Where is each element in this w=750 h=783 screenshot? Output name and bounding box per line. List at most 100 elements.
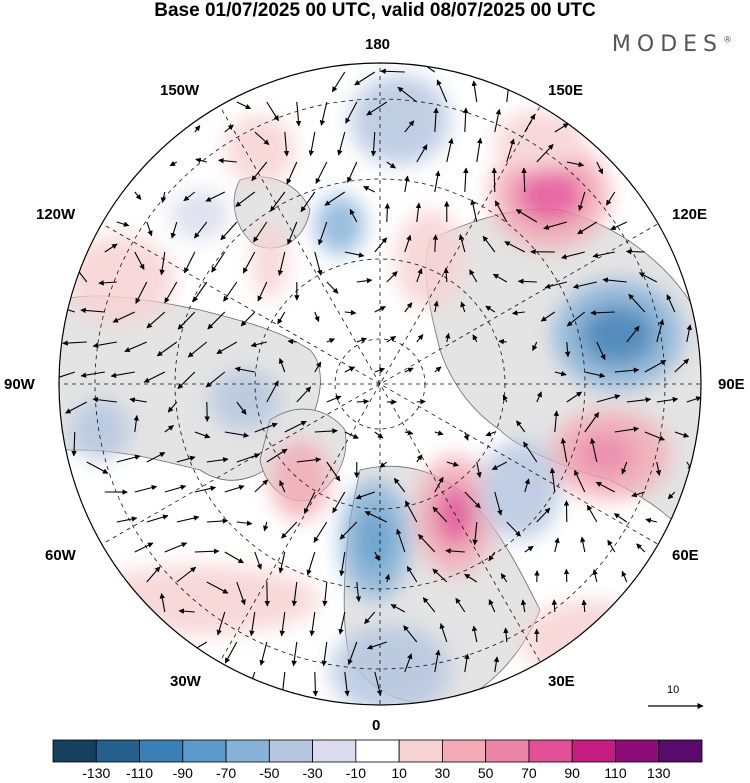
wind-vector	[295, 101, 302, 127]
wind-vector	[326, 281, 339, 294]
wind-vector	[344, 251, 365, 258]
wind-vector	[224, 431, 250, 438]
wind-vector	[406, 565, 418, 583]
colorbar-swatch	[95, 739, 140, 763]
wind-vector	[355, 581, 362, 602]
wind-vector	[169, 160, 178, 167]
wind-vector	[502, 394, 508, 403]
wind-vector	[80, 371, 105, 378]
wind-vector	[86, 461, 109, 474]
wind-vector	[524, 478, 530, 493]
wind-vector	[638, 272, 658, 283]
wind-vector	[586, 504, 598, 523]
registered-mark: ®	[723, 35, 732, 46]
wind-vector	[286, 161, 298, 185]
wind-vector	[404, 175, 410, 193]
wind-vector	[605, 191, 616, 206]
wind-vector	[183, 191, 196, 202]
lon-label-120e: 120E	[672, 206, 708, 223]
wind-vector	[92, 396, 117, 403]
wind-vector	[674, 431, 690, 438]
colorbar-swatch	[615, 739, 660, 763]
wind-vector	[455, 597, 466, 613]
wind-vector	[344, 431, 359, 439]
wind-vector	[560, 437, 568, 463]
wind-vector	[578, 191, 586, 212]
wind-vector	[644, 431, 665, 441]
wind-vector	[625, 248, 645, 255]
wind-vector	[549, 467, 556, 493]
wind-vector	[374, 551, 380, 561]
wind-vector	[644, 359, 667, 373]
wind-vector	[404, 429, 414, 436]
wind-vector	[71, 431, 77, 457]
wind-vector	[432, 506, 448, 523]
wind-vector	[491, 461, 508, 471]
wind-vector	[266, 380, 279, 403]
wind-vector	[404, 500, 418, 523]
wind-vector	[374, 431, 384, 439]
wind-vector	[610, 221, 628, 231]
wind-vector	[206, 518, 229, 524]
wind-vector	[176, 455, 196, 463]
wind-vector	[520, 599, 527, 613]
wind-vector	[596, 341, 606, 361]
wind-vector	[240, 311, 256, 327]
wind-vector	[485, 305, 496, 313]
wind-vector	[194, 485, 217, 493]
wind-vector	[259, 641, 268, 666]
colorbar-swatch	[485, 739, 530, 763]
wind-vector	[266, 101, 280, 122]
wind-vector	[464, 653, 470, 673]
wind-vector	[485, 431, 496, 437]
wind-vector	[279, 480, 286, 493]
wind-vector	[322, 581, 328, 607]
wind-vector	[242, 251, 256, 274]
wind-vector	[472, 334, 478, 343]
wind-vector	[374, 671, 383, 696]
wind-vector	[458, 234, 466, 253]
wind-vector	[59, 371, 75, 381]
wind-vector	[404, 234, 412, 253]
wind-vector	[366, 101, 388, 116]
wind-vector	[236, 453, 261, 463]
colorbar-tick-label: 110	[604, 765, 627, 781]
colorbar-tick-label: -90	[172, 765, 193, 781]
wind-vector	[500, 573, 508, 583]
wind-vector	[291, 641, 298, 667]
lon-label-150w: 150W	[160, 82, 200, 99]
wind-vector	[554, 123, 569, 133]
colorbar-swatch	[398, 739, 443, 763]
wind-vector	[236, 520, 253, 526]
wind-vector	[160, 191, 167, 204]
wind-vector	[614, 367, 640, 373]
wind-vector	[536, 391, 542, 403]
wind-vector	[263, 521, 269, 532]
wind-vector	[386, 271, 398, 283]
wind-vector	[393, 477, 406, 493]
wind-vector	[104, 243, 118, 253]
wind-vector	[236, 581, 246, 606]
wind-vector	[308, 131, 316, 157]
wind-vector	[560, 251, 585, 260]
wind-vector	[613, 513, 628, 523]
wind-vector	[170, 221, 178, 239]
wind-vector	[326, 461, 341, 482]
wind-vector	[434, 366, 442, 373]
wind-vector	[390, 604, 406, 613]
lon-label-30e: 30E	[548, 673, 575, 690]
wind-vector	[463, 167, 469, 193]
wind-vector	[602, 277, 627, 283]
wind-vector	[178, 608, 195, 614]
colorbar-swatch	[225, 739, 270, 763]
lon-label-90e: 90E	[718, 376, 745, 393]
colorbar-swatch	[441, 739, 487, 763]
wind-vector	[626, 325, 640, 343]
wind-vector	[224, 641, 238, 664]
wind-vector	[314, 361, 322, 373]
wind-vector	[482, 235, 496, 253]
wind-vector	[492, 273, 508, 283]
wind-vector	[432, 568, 448, 583]
wind-vector	[134, 484, 158, 493]
wind-vector	[146, 452, 166, 463]
